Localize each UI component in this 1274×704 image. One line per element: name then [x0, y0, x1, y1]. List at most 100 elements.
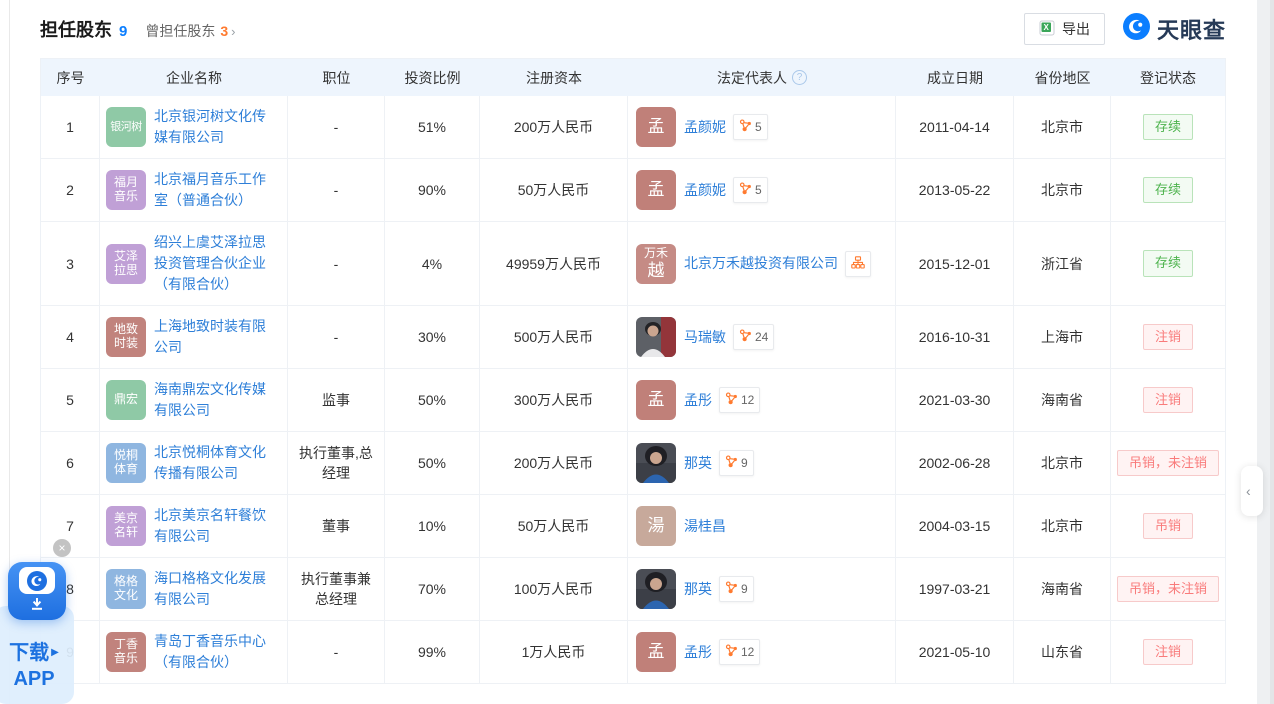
collapse-side-tab[interactable]: ‹ [1241, 466, 1263, 516]
company-link[interactable]: 北京银河树文化传媒有限公司 [154, 108, 266, 145]
legal-rep-link[interactable]: 孟彤 [684, 391, 712, 408]
cell-index: 2 [41, 159, 100, 221]
company-avatar[interactable]: 鼎宏 [106, 380, 146, 420]
establish-date: 2021-05-10 [918, 644, 991, 660]
table-body: 1 银河树 北京银河树文化传媒有限公司 -51% 200万人民币孟孟颜妮 5 2011-04… [41, 96, 1225, 684]
app-download-button[interactable] [8, 562, 66, 620]
legal-rep-avatar[interactable] [636, 317, 676, 357]
cell-ratio: 50% [385, 369, 480, 431]
cell-date: 2021-05-10 [896, 621, 1014, 683]
ratio-value: 30% [417, 329, 447, 345]
relations-graph-badge[interactable]: 12 [719, 639, 761, 665]
column-header-label: 法定代表人 [717, 69, 787, 86]
column-header-label: 职位 [322, 69, 351, 86]
status-badge: 注销 [1142, 323, 1193, 351]
excel-icon: X [1039, 20, 1055, 39]
legal-rep-avatar[interactable]: 孟 [636, 170, 676, 210]
legal-rep-avatar[interactable] [636, 569, 676, 609]
company-avatar[interactable]: 银河树 [106, 107, 146, 147]
table-row: 9丁香音乐青岛丁香音乐中心（有限合伙）-99%1万人民币孟孟彤122021-05… [41, 621, 1225, 684]
scrollbar-track[interactable] [1270, 0, 1274, 704]
legal-rep-avatar[interactable]: 湯 [636, 506, 676, 546]
province-value: 北京市 [1041, 455, 1083, 471]
page-title: 担任股东 [40, 20, 112, 40]
company-avatar[interactable]: 福月 音乐 [106, 170, 146, 210]
help-icon[interactable]: ? [792, 70, 807, 85]
position-value: - [333, 119, 339, 135]
app-download-panel[interactable]: 下载 ▶ APP [0, 606, 74, 704]
column-header-label: 序号 [56, 69, 85, 86]
row-number: 6 [66, 455, 74, 471]
company-link[interactable]: 北京美京名轩餐饮有限公司 [154, 507, 266, 544]
company-link[interactable]: 海南鼎宏文化传媒有限公司 [154, 381, 266, 418]
topbar-right: X 导出 天眼查 [1023, 13, 1226, 45]
legal-rep-link[interactable]: 那英 [684, 454, 712, 471]
cell-company: 艾泽 拉思 绍兴上虞艾泽拉思投资管理合伙企业（有限合伙） [100, 222, 288, 305]
cell-status: 存续 [1111, 96, 1225, 158]
cell-status: 吊销，未注销 [1111, 558, 1225, 620]
province-value: 北京市 [1041, 518, 1083, 534]
legal-rep-link[interactable]: 孟颜妮 [684, 181, 726, 198]
company-link[interactable]: 青岛丁香音乐中心（有限合伙） [154, 633, 266, 670]
legal-rep-link[interactable]: 湯桂昌 [684, 517, 726, 534]
former-shareholders-link[interactable]: 曾担任股东 3 › [145, 21, 235, 41]
cell-capital: 49959万人民币 [480, 222, 628, 305]
org-chart-badge[interactable] [845, 250, 871, 277]
relations-graph-badge[interactable]: 9 [719, 450, 754, 476]
relations-graph-badge[interactable]: 24 [733, 324, 775, 350]
shareholders-table: 序号 企业名称 职位 投资比例 注册资本 法定代表人? 成立日期 省份地区 登记状态 1 银河树北… [40, 58, 1226, 684]
legal-rep-avatar[interactable]: 孟 [636, 632, 676, 672]
legal-rep-link[interactable]: 孟颜妮 [684, 118, 726, 135]
row-number: 4 [66, 329, 74, 345]
cell-capital: 100万人民币 [480, 558, 628, 620]
company-avatar[interactable]: 格格 文化 [106, 569, 146, 609]
tianyancha-logo[interactable]: 天眼查 [1122, 13, 1226, 45]
cell-company: 银河树 北京银河树文化传媒有限公司 [100, 96, 288, 158]
app-promo-close-button[interactable]: × [53, 539, 71, 557]
cell-legal-rep: 万禾越北京万禾越投资有限公司 [628, 222, 896, 305]
company-avatar[interactable]: 悦桐 体育 [106, 443, 146, 483]
cell-date: 2004-03-15 [896, 495, 1014, 557]
province-value: 海南省 [1041, 392, 1083, 408]
legal-rep-avatar[interactable]: 孟 [636, 380, 676, 420]
relations-graph-badge[interactable]: 12 [719, 387, 761, 413]
company-link[interactable]: 上海地致时装有限公司 [154, 318, 266, 355]
cell-ratio: 90% [385, 159, 480, 221]
cell-legal-rep: 湯湯桂昌 [628, 495, 896, 557]
company-link[interactable]: 北京悦桐体育文化传播有限公司 [154, 444, 266, 481]
company-avatar[interactable]: 丁香 音乐 [106, 632, 146, 672]
legal-rep-link[interactable]: 北京万禾越投资有限公司 [684, 255, 838, 271]
cell-company: 福月 音乐 北京福月音乐工作室（普通合伙） [100, 159, 288, 221]
legal-rep-link[interactable]: 孟彤 [684, 643, 712, 660]
company-avatar[interactable]: 地致 时装 [106, 317, 146, 357]
org-chart-icon [851, 254, 865, 274]
legal-rep-link[interactable]: 那英 [684, 580, 712, 597]
company-avatar[interactable]: 艾泽 拉思 [106, 243, 146, 284]
company-link[interactable]: 绍兴上虞艾泽拉思投资管理合伙企业（有限合伙） [154, 234, 266, 292]
position-value: 董事 [322, 518, 350, 534]
legal-rep-link[interactable]: 马瑞敏 [684, 328, 726, 345]
table-row: 3 艾泽 拉思 绍兴上虞艾泽拉思投资管理合伙企业（有限合伙） - 4% 49959万人民币 万… [41, 222, 1225, 306]
cell-index: 3 [41, 222, 100, 305]
legal-rep-avatar[interactable]: 孟 [636, 107, 676, 147]
cell-province: 上海市 [1014, 306, 1111, 368]
legal-rep-avatar[interactable]: 万禾越 [636, 243, 676, 284]
relations-graph-badge[interactable]: 9 [719, 576, 754, 602]
row-number: 3 [66, 255, 74, 272]
establish-date: 2004-03-15 [918, 518, 991, 534]
province-value: 海南省 [1041, 581, 1083, 597]
relations-graph-badge[interactable]: 5 [733, 177, 768, 203]
cell-position: - [288, 96, 385, 158]
ratio-value: 4% [421, 255, 443, 272]
cell-date: 2015-12-01 [896, 222, 1014, 305]
legal-rep-avatar[interactable] [636, 443, 676, 483]
table-row: 8 格格 文化 海口格格文化发展有限公司 执行董事兼总经理 70% 100万人民币 那英 9 19… [41, 558, 1225, 621]
export-button[interactable]: X 导出 [1023, 13, 1105, 45]
column-header-label: 省份地区 [1034, 69, 1091, 86]
company-link[interactable]: 海口格格文化发展有限公司 [154, 570, 266, 607]
ratio-value: 50% [417, 455, 447, 471]
company-avatar[interactable]: 美京 名轩 [106, 506, 146, 546]
company-link[interactable]: 北京福月音乐工作室（普通合伙） [154, 171, 266, 208]
cell-index: 5 [41, 369, 100, 431]
relations-graph-badge[interactable]: 5 [733, 114, 768, 140]
